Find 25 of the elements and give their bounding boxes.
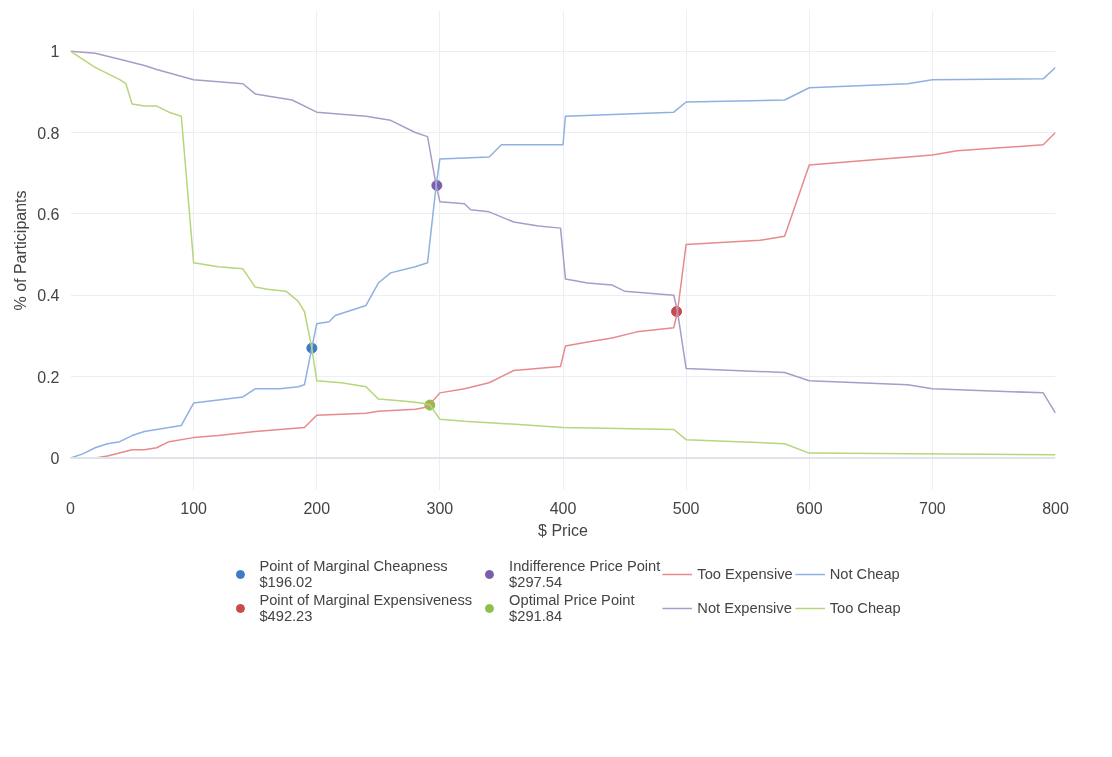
legend-label: Too Cheap — [829, 600, 901, 616]
legend-label: Too Expensive — [697, 566, 793, 582]
x-tick-label: 600 — [795, 499, 823, 517]
y-tick-label: 0 — [50, 449, 60, 467]
x-tick-label: 300 — [426, 499, 454, 517]
y-axis-title: % of Participants — [12, 190, 30, 311]
legend-label: Optimal Price Point $291.84 — [509, 592, 635, 624]
y-tick-label: 1 — [50, 43, 60, 61]
legend-label: Indifference Price Point $297.54 — [509, 558, 661, 590]
x-tick-label: 0 — [66, 499, 76, 517]
y-tick-label: 0.8 — [37, 124, 60, 142]
legend-label: Point of Marginal Expensiveness $492.23 — [259, 592, 473, 624]
y-tick-label: 0.6 — [37, 205, 60, 223]
legend-label: Not Expensive — [697, 600, 792, 616]
x-tick-label: 700 — [919, 499, 946, 517]
x-tick-label: 200 — [303, 499, 331, 517]
x-tick-label: 400 — [549, 499, 577, 517]
legend-label: Point of Marginal Cheapness $196.02 — [259, 558, 448, 590]
x-tick-label: 800 — [1042, 499, 1069, 517]
x-axis-title: $ Price — [538, 521, 588, 539]
x-tick-label: 100 — [180, 499, 208, 517]
legend-label: Not Cheap — [829, 566, 900, 582]
x-tick-label: 500 — [672, 499, 700, 517]
y-tick-label: 0.2 — [37, 368, 60, 386]
y-tick-label: 0.4 — [37, 287, 60, 305]
